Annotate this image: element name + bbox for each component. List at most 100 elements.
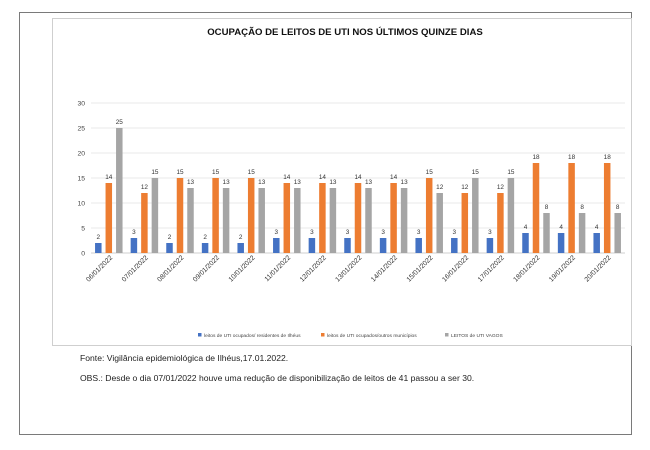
legend-label: leitos de UTI ocupados/ residentes de Il…: [204, 333, 301, 339]
bar: [212, 178, 219, 253]
data-label: 13: [187, 179, 195, 186]
bar: [273, 238, 280, 253]
x-tick-label: 07/01/2022: [121, 254, 150, 283]
bar: [237, 243, 244, 253]
data-label: 4: [524, 224, 528, 231]
data-label: 2: [203, 234, 207, 241]
bar: [603, 163, 611, 253]
bar: [344, 238, 351, 253]
data-label: 13: [294, 179, 302, 186]
bar: [201, 243, 209, 253]
legend-swatch: [321, 333, 325, 337]
data-label: 13: [401, 179, 409, 186]
data-label: 15: [176, 169, 184, 176]
data-label: 3: [488, 229, 492, 236]
x-tick-label: 20/01/2022: [584, 254, 613, 283]
observation-note: OBS.: Desde o dia 07/01/2022 houve uma r…: [80, 373, 475, 383]
bar: [379, 238, 387, 253]
y-tick-label: 20: [77, 151, 85, 158]
x-tick-label: 11/01/2022: [264, 254, 293, 283]
legend-label: LEITOS de UTI VAGOS: [451, 333, 503, 339]
data-label: 12: [497, 184, 505, 191]
data-label: 3: [132, 229, 136, 236]
data-label: 8: [545, 204, 549, 211]
bar: [436, 193, 443, 253]
data-label: 14: [319, 174, 327, 181]
bar: [95, 243, 102, 253]
bar: [497, 193, 504, 253]
data-label: 2: [97, 234, 101, 241]
bar: [522, 233, 529, 253]
data-label: 4: [559, 224, 563, 231]
data-label: 13: [329, 179, 337, 186]
bar: [557, 233, 565, 253]
bar: [258, 188, 265, 253]
bar: [507, 178, 515, 253]
legend-swatch: [445, 333, 449, 337]
bar: [116, 128, 123, 253]
bar: [451, 238, 458, 253]
y-tick-label: 25: [77, 126, 85, 133]
data-label: 13: [258, 179, 266, 186]
bar: [415, 238, 422, 253]
bar: [472, 178, 479, 253]
x-tick-label: 06/01/2022: [85, 254, 114, 283]
x-tick-label: 10/01/2022: [228, 254, 257, 283]
data-label: 4: [595, 224, 599, 231]
data-label: 14: [283, 174, 291, 181]
bar: [319, 183, 326, 253]
chart-container: OCUPAÇÃO DE LEITOS DE UTI NOS ÚLTIMOS QU…: [52, 18, 632, 346]
data-label: 18: [532, 154, 540, 161]
data-label: 14: [105, 174, 113, 181]
data-label: 15: [248, 169, 256, 176]
x-tick-label: 19/01/2022: [548, 254, 577, 283]
data-label: 15: [151, 169, 159, 176]
data-label: 2: [168, 234, 172, 241]
data-label: 8: [580, 204, 584, 211]
bar: [176, 178, 184, 253]
data-label: 15: [507, 169, 515, 176]
data-label: 12: [436, 184, 444, 191]
bar: [166, 243, 173, 253]
bar: [222, 188, 230, 253]
bar: [365, 188, 372, 253]
bar: [400, 188, 408, 253]
source-note: Fonte: Vigilância epidemiológica de Ilhé…: [80, 353, 289, 363]
x-tick-label: 18/01/2022: [512, 254, 541, 283]
bar: [568, 163, 575, 253]
data-label: 12: [141, 184, 149, 191]
data-label: 3: [381, 229, 385, 236]
bar: [578, 213, 586, 253]
data-label: 14: [354, 174, 362, 181]
bar: [151, 178, 159, 253]
bar: [543, 213, 550, 253]
y-tick-label: 0: [81, 251, 85, 258]
bar: [354, 183, 362, 253]
legend-swatch: [198, 333, 202, 337]
y-tick-label: 10: [77, 201, 85, 208]
x-tick-label: 08/01/2022: [156, 254, 185, 283]
bar: [532, 163, 540, 253]
bar: [593, 233, 600, 253]
data-label: 15: [472, 169, 480, 176]
x-tick-label: 16/01/2022: [441, 254, 470, 283]
bar: [130, 238, 138, 253]
chart-title: OCUPAÇÃO DE LEITOS DE UTI NOS ÚLTIMOS QU…: [207, 26, 483, 38]
bar: [105, 183, 113, 253]
bar-chart: OCUPAÇÃO DE LEITOS DE UTI NOS ÚLTIMOS QU…: [77, 26, 625, 339]
data-label: 13: [223, 179, 231, 186]
data-label: 3: [417, 229, 421, 236]
data-label: 3: [275, 229, 279, 236]
data-label: 3: [453, 229, 457, 236]
data-label: 15: [426, 169, 434, 176]
bar: [247, 178, 255, 253]
data-label: 18: [568, 154, 576, 161]
bar: [390, 183, 397, 253]
x-tick-label: 15/01/2022: [406, 254, 435, 283]
y-tick-label: 30: [77, 101, 85, 108]
bar: [461, 193, 469, 253]
bar: [141, 193, 148, 253]
bar: [486, 238, 494, 253]
x-tick-label: 12/01/2022: [299, 254, 328, 283]
bar: [425, 178, 433, 253]
